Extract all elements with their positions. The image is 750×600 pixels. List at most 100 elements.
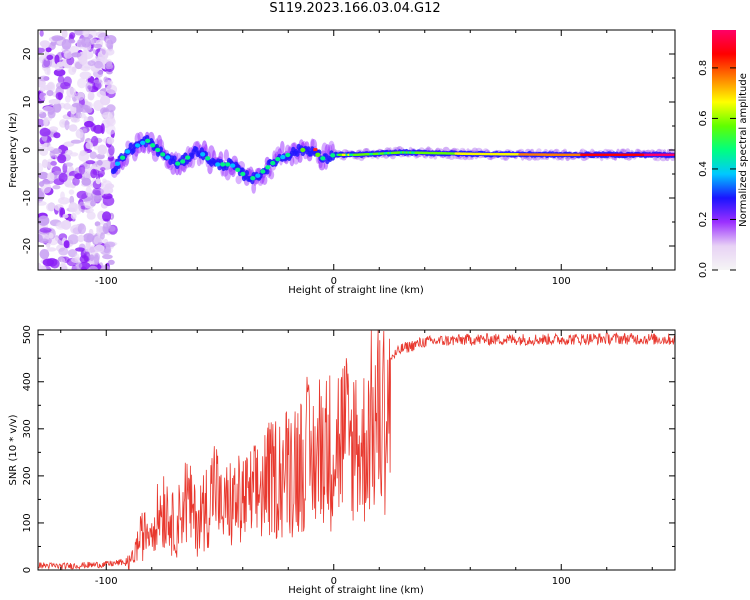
noise-blob bbox=[39, 249, 50, 260]
noise-blob bbox=[74, 30, 84, 36]
noise-blob bbox=[93, 145, 101, 150]
ridge-halo bbox=[310, 138, 315, 148]
noise-blob bbox=[70, 139, 82, 144]
ridge-peak bbox=[672, 153, 675, 157]
noise-blob bbox=[99, 95, 111, 106]
noise-blob bbox=[38, 75, 49, 82]
snr-plot-area bbox=[38, 330, 675, 570]
ridge-hotspot bbox=[313, 148, 318, 152]
noise-blob bbox=[78, 54, 88, 65]
noise-blob bbox=[68, 189, 75, 195]
noise-blob bbox=[39, 92, 47, 101]
ridge-peak bbox=[230, 163, 236, 168]
ridge-peak bbox=[315, 152, 321, 157]
noise-blob bbox=[106, 136, 115, 145]
ridge-peak bbox=[330, 153, 336, 158]
noise-blob bbox=[100, 167, 106, 172]
ridge-peak bbox=[220, 162, 226, 167]
ridge-peak bbox=[250, 176, 256, 181]
noise-blob bbox=[85, 160, 96, 165]
noise-blob bbox=[46, 242, 51, 248]
noise-blob bbox=[68, 39, 76, 44]
ridge-halo bbox=[261, 175, 268, 185]
noise-blob bbox=[70, 212, 77, 220]
noise-blob bbox=[46, 146, 55, 151]
noise-blob bbox=[104, 241, 116, 248]
noise-blob bbox=[58, 247, 69, 256]
noise-blob bbox=[51, 35, 64, 41]
noise-blob bbox=[75, 262, 83, 270]
noise-blob bbox=[69, 32, 76, 39]
noise-blob bbox=[70, 111, 75, 123]
ridge-halo bbox=[170, 165, 176, 175]
ridge-peak bbox=[265, 165, 271, 170]
ridge-peak bbox=[235, 167, 241, 172]
colorbar-label: Normalized spectral amplitude bbox=[738, 73, 749, 227]
noise-blob bbox=[38, 265, 47, 270]
noise-blob bbox=[102, 211, 112, 222]
noise-blob bbox=[80, 112, 86, 119]
noise-blob bbox=[105, 48, 115, 56]
noise-blob bbox=[107, 156, 115, 162]
x-tick-label: 100 bbox=[552, 576, 571, 587]
snr-y-axis-label: SNR (10 * v/v) bbox=[8, 414, 19, 485]
noise-blob bbox=[100, 123, 105, 135]
noise-blob bbox=[102, 111, 113, 120]
y-tick-label: 300 bbox=[22, 419, 33, 438]
noise-blob bbox=[57, 154, 67, 164]
y-tick-label: 0 bbox=[22, 567, 33, 573]
noise-blob bbox=[93, 79, 103, 84]
noise-blob bbox=[100, 232, 105, 240]
noise-blob bbox=[72, 177, 80, 186]
noise-blob bbox=[60, 191, 65, 200]
colorbar-tick-label: 0.2 bbox=[698, 212, 709, 228]
noise-blob bbox=[74, 253, 80, 262]
noise-blob bbox=[96, 159, 103, 166]
ridge-peak bbox=[225, 162, 231, 167]
ridge-halo bbox=[268, 170, 275, 180]
snr-panel: -100 0 100 0 100 200 300 400 500 Height of strai… bbox=[8, 325, 676, 596]
noise-blob bbox=[71, 102, 82, 108]
noise-blob bbox=[45, 47, 52, 53]
ridge-halo bbox=[251, 182, 257, 194]
noise-blob bbox=[50, 161, 57, 166]
noise-blob bbox=[94, 60, 103, 69]
ridge-peak bbox=[175, 161, 181, 166]
ridge-peak bbox=[255, 173, 261, 178]
ridge-peak bbox=[260, 169, 266, 174]
colorbar-tick-label: 0.8 bbox=[698, 60, 709, 76]
y-tick-label: 100 bbox=[22, 513, 33, 532]
ridge-core bbox=[306, 146, 311, 153]
noise-blob bbox=[68, 202, 78, 213]
noise-blob bbox=[71, 52, 82, 58]
snr-frame bbox=[37, 329, 676, 571]
y-tick-label: 0 bbox=[22, 147, 33, 153]
noise-blob bbox=[93, 43, 103, 49]
ridge-core bbox=[295, 150, 300, 157]
noise-blob bbox=[78, 164, 86, 175]
noise-blob bbox=[89, 254, 95, 261]
noise-blob bbox=[94, 244, 105, 253]
noise-blob bbox=[105, 123, 116, 135]
noise-blob bbox=[46, 247, 57, 252]
noise-blob bbox=[64, 162, 74, 167]
noise-blob bbox=[80, 36, 92, 48]
colorbar: 0.0 0.2 0.4 0.6 0.8 Normalized spectral ampl… bbox=[698, 30, 749, 278]
noise-blob bbox=[76, 190, 89, 200]
noise-blob bbox=[74, 111, 82, 119]
snr-series-line bbox=[38, 330, 675, 570]
ridge-halo bbox=[196, 157, 202, 167]
noise-blob bbox=[97, 32, 109, 41]
noise-blob bbox=[63, 50, 73, 59]
noise-blob bbox=[79, 71, 92, 80]
noise-blob bbox=[107, 259, 115, 265]
noise-blob bbox=[63, 76, 72, 87]
noise-blob bbox=[78, 151, 90, 162]
noise-blob bbox=[95, 178, 101, 185]
noise-blob bbox=[55, 92, 64, 100]
noise-blob bbox=[53, 132, 61, 139]
ridge-peak bbox=[160, 152, 166, 157]
noise-blob bbox=[82, 233, 95, 243]
noise-blob bbox=[86, 211, 96, 220]
